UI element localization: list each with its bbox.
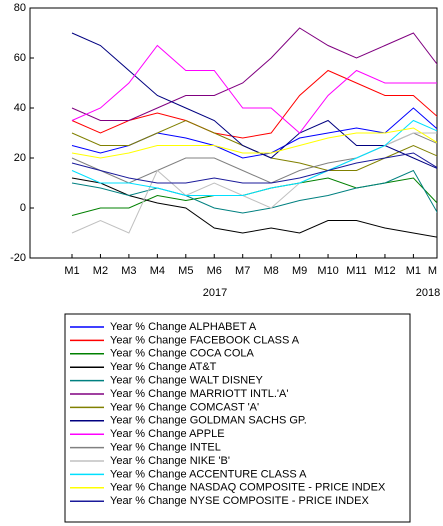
- x-tick-label: M11: [346, 265, 367, 277]
- legend-label: Year % Change APPLE: [110, 428, 225, 440]
- series-line: [71, 127, 437, 159]
- legend-label: Year % Change FACEBOOK CLASS A: [110, 334, 300, 346]
- x-tick-label: M12: [374, 265, 395, 277]
- legend-label: Year % Change COMCAST 'A': [110, 401, 259, 413]
- legend-label: Year % Change ACCENTURE CLASS A: [110, 468, 307, 480]
- series-line: [71, 32, 437, 169]
- x-tick-label: M1: [406, 265, 421, 277]
- legend-label: Year % Change NASDAQ COMPOSITE - PRICE I…: [110, 482, 386, 494]
- legend-label: Year % Change INTEL: [110, 442, 221, 454]
- legend-label: Year % Change WALT DISNEY: [110, 375, 264, 387]
- x-group-label: 2018: [416, 287, 440, 299]
- x-tick-label: M1: [64, 265, 79, 277]
- series-line: [71, 119, 437, 196]
- y-tick-label: 40: [14, 102, 26, 114]
- legend-label: Year % Change ALPHABET A: [110, 321, 257, 333]
- y-tick-label: 20: [14, 152, 26, 164]
- legend-label: Year % Change NYSE COMPOSITE - PRICE IND…: [110, 495, 369, 507]
- series-line: [71, 152, 437, 184]
- x-tick-label: M2: [93, 265, 108, 277]
- legend-label: Year % Change GOLDMAN SACHS GP.: [110, 415, 307, 427]
- series-line: [71, 44, 437, 134]
- x-tick-label: M8: [264, 265, 279, 277]
- legend-label: Year % Change COCA COLA: [110, 348, 255, 360]
- series-line: [71, 69, 437, 139]
- y-tick-label: 60: [14, 52, 26, 64]
- x-tick-label: M10: [317, 265, 338, 277]
- x-tick-label: M9: [292, 265, 307, 277]
- x-tick-label: M5: [178, 265, 193, 277]
- x-group-label: 2017: [203, 287, 227, 299]
- x-tick-label: M: [428, 265, 437, 277]
- plot-area: [71, 27, 437, 238]
- y-tick-label: 80: [14, 2, 26, 14]
- series-line: [71, 177, 437, 238]
- legend: [64, 313, 411, 523]
- y-tick-label: -20: [10, 252, 26, 264]
- series-line: [71, 169, 437, 214]
- legend-label: Year % Change AT&T: [110, 361, 217, 373]
- x-tick-label: M7: [235, 265, 250, 277]
- legend-label: Year % Change MARRIOTT INTL.'A': [110, 388, 288, 400]
- x-tick-label: M6: [207, 265, 222, 277]
- series-line: [71, 27, 437, 121]
- x-tick-label: M4: [150, 265, 165, 277]
- legend-label: Year % Change NIKE 'B': [110, 455, 230, 467]
- y-tick-label: 0: [20, 202, 26, 214]
- x-tick-label: M3: [121, 265, 136, 277]
